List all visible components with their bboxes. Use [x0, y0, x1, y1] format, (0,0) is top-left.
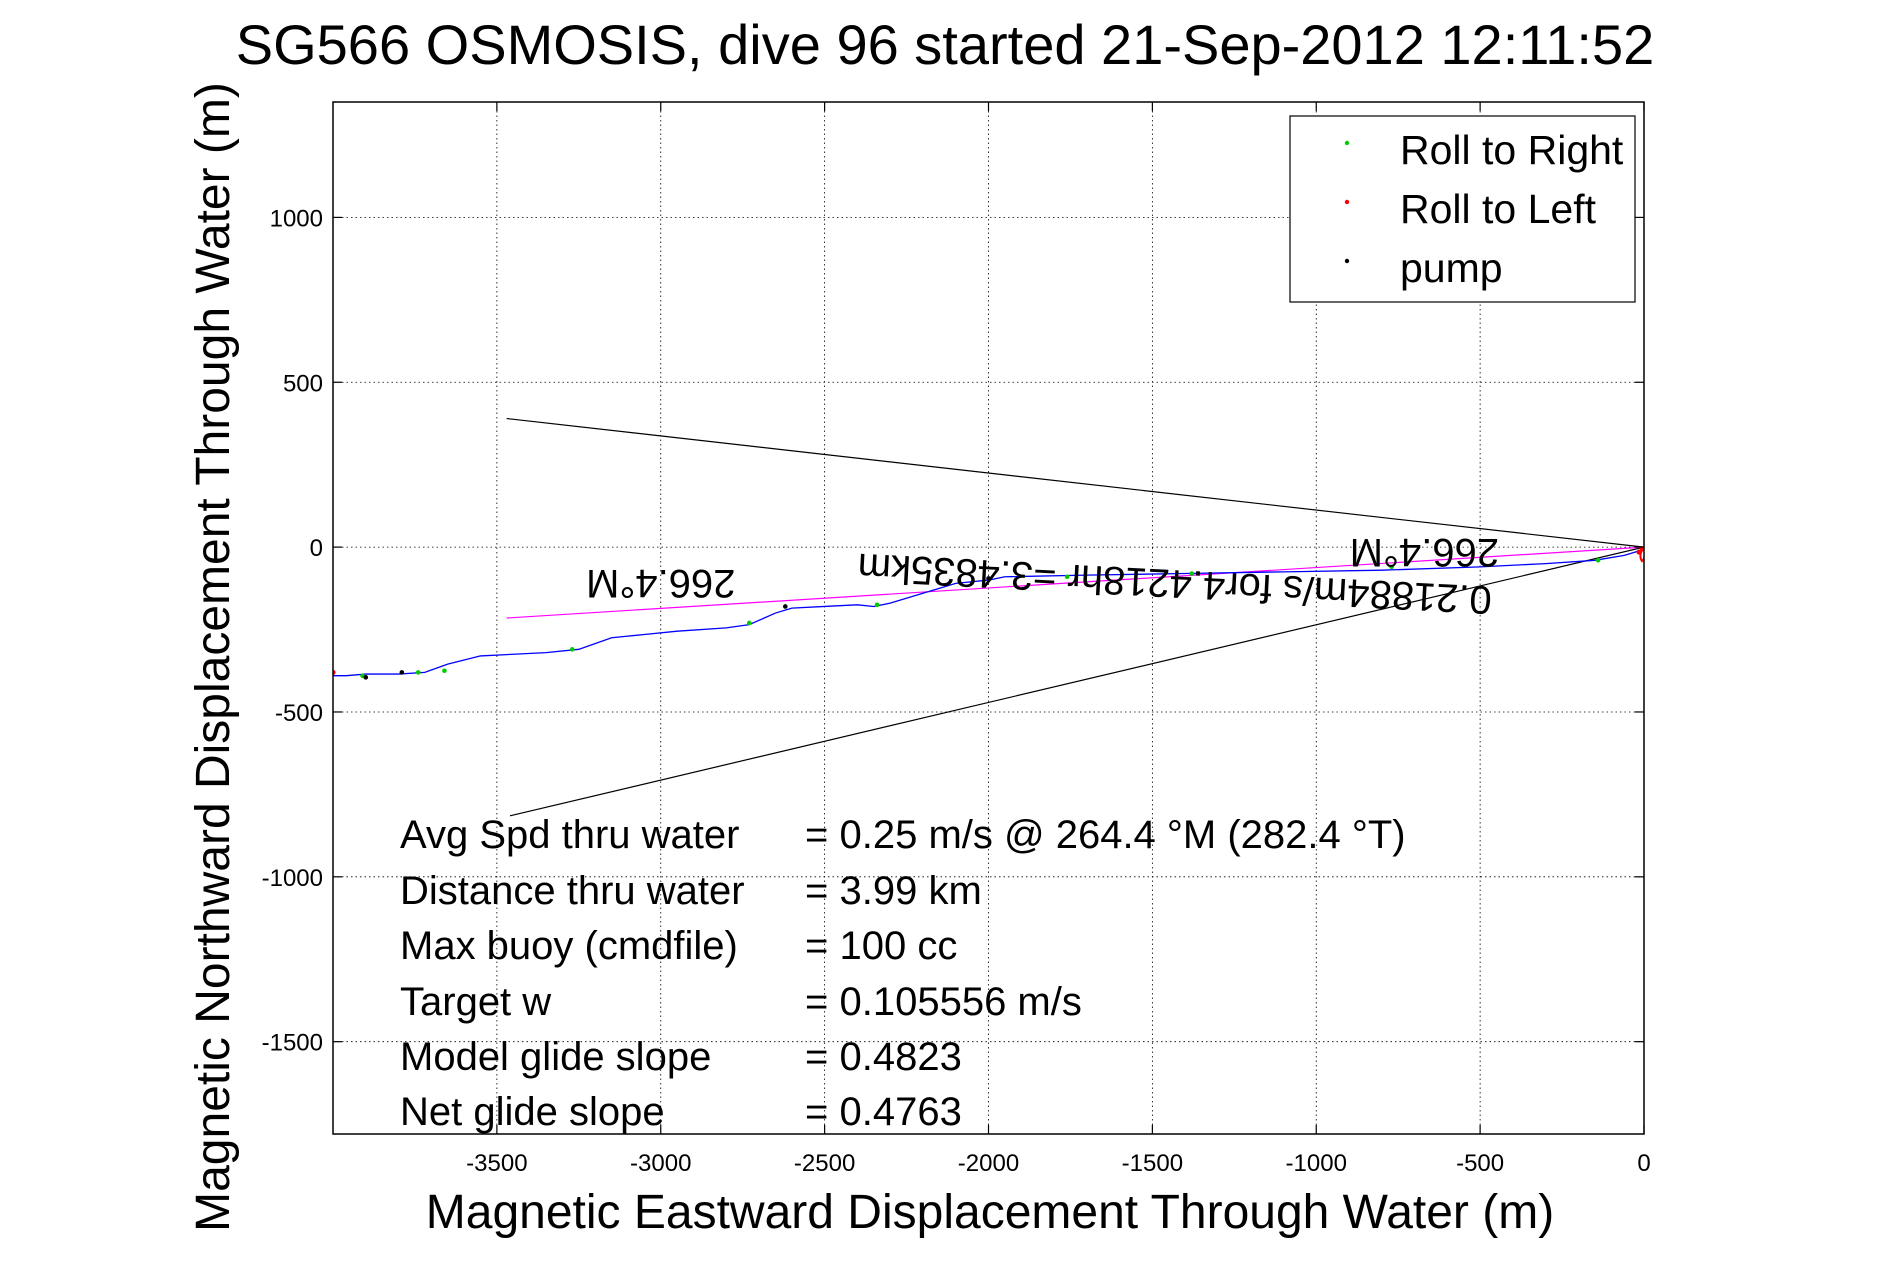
roll-right-point: [442, 668, 447, 674]
y-tick-label: -1500: [262, 1030, 323, 1057]
stats-value: = 0.105556 m/s: [805, 980, 1082, 1024]
roll-right-point: [569, 647, 575, 652]
stats-label: Avg Spd thru water: [400, 813, 739, 857]
x-tick-label: -1000: [1286, 1150, 1347, 1177]
x-axis-label: Magnetic Eastward Displacement Through W…: [426, 1186, 1554, 1239]
x-tick-label: -3000: [630, 1150, 691, 1177]
legend-label: pump: [1400, 245, 1503, 291]
reference-line: [506, 546, 1644, 619]
roll-left-hook: [1639, 546, 1644, 563]
stats-value: = 0.4763: [805, 1090, 962, 1134]
pump-point: [399, 670, 405, 675]
roll-right-point: [874, 602, 880, 608]
x-tick-label: -1500: [1122, 1150, 1183, 1177]
reference-line: [509, 546, 1644, 817]
y-tick-label: 1000: [270, 205, 323, 232]
roll-right-point: [746, 620, 752, 626]
plot-data: [333, 417, 1644, 817]
chart-title: SG566 OSMOSIS, dive 96 started 21-Sep-20…: [236, 13, 1654, 76]
x-tick-label: 0: [1637, 1150, 1650, 1177]
x-tick-label: -2000: [958, 1150, 1019, 1177]
legend-label: Roll to Right: [1400, 127, 1624, 173]
x-tick-label: -2500: [794, 1150, 855, 1177]
track-line: [333, 546, 1644, 677]
stats-label: Net glide slope: [400, 1090, 665, 1134]
legend-marker: [1344, 258, 1350, 264]
heading-annotation: 266.4°M: [1350, 530, 1499, 574]
roll-right-point: [415, 670, 421, 675]
legend-label: Roll to Left: [1400, 186, 1597, 232]
stats-value: = 0.4823: [805, 1035, 962, 1079]
stats-label: Distance thru water: [400, 869, 745, 913]
roll-right-point: [1595, 558, 1601, 563]
stats-value: = 100 cc: [805, 924, 957, 968]
roll-right-point: [1389, 564, 1394, 570]
stats-value: = 0.25 m/s @ 264.4 °M (282.4 °T): [805, 813, 1406, 857]
legend-marker: [1344, 140, 1350, 146]
legend-box: [1289, 115, 1636, 303]
legend-marker: [1344, 199, 1350, 205]
x-tick-label: -3500: [466, 1150, 527, 1177]
stats-label: Target w: [400, 980, 551, 1024]
y-tick-label: -500: [275, 700, 323, 727]
legend: Roll to Right Roll to Left pump: [1289, 115, 1636, 303]
tick-labels: -3500 -3000 -2500 -2000 -1500 -1000 -500 0 1000 5…: [262, 102, 1651, 1177]
roll-right-point: [1189, 571, 1195, 576]
heading-annotation: 266.4°M: [586, 561, 735, 605]
stats-label: Model glide slope: [400, 1035, 711, 1079]
y-tick-label: 0: [310, 535, 323, 562]
roll-right-point: [1064, 574, 1070, 580]
pump-point: [986, 576, 991, 581]
x-tick-label: -500: [1456, 1150, 1504, 1177]
pump-point: [782, 604, 788, 609]
y-tick-label: 500: [283, 370, 323, 397]
y-axis-label: Magnetic Northward Displacement Through …: [187, 82, 240, 1232]
y-tick-label: -1000: [262, 865, 323, 892]
reference-line: [506, 417, 1644, 548]
stats-value: = 3.99 km: [805, 869, 982, 913]
pump-point: [363, 675, 369, 680]
stats-block: Avg Spd thru water = 0.25 m/s @ 264.4 °M …: [400, 813, 1406, 1134]
stats-label: Max buoy (cmdfile): [400, 924, 738, 968]
